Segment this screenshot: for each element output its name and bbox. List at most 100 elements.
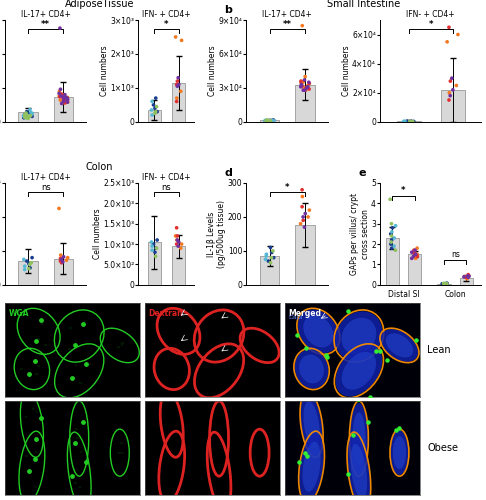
Point bbox=[20, 256, 28, 264]
Point bbox=[301, 210, 309, 218]
Point bbox=[304, 82, 312, 90]
Text: **: ** bbox=[283, 20, 292, 28]
Point bbox=[32, 336, 40, 344]
Point bbox=[407, 118, 415, 126]
Point bbox=[387, 240, 395, 248]
Point bbox=[148, 106, 156, 114]
Point bbox=[305, 78, 312, 86]
Point bbox=[174, 77, 181, 85]
Point bbox=[25, 112, 33, 120]
Y-axis label: Cell numbers: Cell numbers bbox=[93, 208, 102, 259]
Text: Dapi: Dapi bbox=[289, 316, 303, 320]
Point bbox=[82, 458, 90, 466]
Point bbox=[392, 222, 399, 230]
Point bbox=[349, 431, 357, 439]
Point bbox=[411, 246, 419, 254]
Point bbox=[27, 112, 35, 120]
Point bbox=[268, 248, 276, 256]
Point bbox=[23, 111, 31, 119]
Bar bbox=[386, 238, 399, 285]
Point bbox=[413, 244, 421, 252]
Point bbox=[294, 330, 301, 338]
Point bbox=[25, 264, 33, 272]
Point bbox=[178, 240, 186, 248]
Title: IL-17+ CD4+: IL-17+ CD4+ bbox=[21, 10, 70, 19]
Point bbox=[28, 254, 36, 262]
Point bbox=[151, 166, 159, 174]
Point bbox=[305, 80, 313, 88]
Point bbox=[452, 82, 460, 90]
Point bbox=[173, 224, 180, 232]
Point bbox=[267, 259, 275, 267]
Title: IL-17+ CD4+: IL-17+ CD4+ bbox=[262, 10, 312, 19]
Point bbox=[440, 280, 448, 288]
Text: Small Intestine: Small Intestine bbox=[327, 0, 400, 9]
Point bbox=[152, 108, 159, 116]
Point bbox=[388, 232, 396, 240]
Point bbox=[388, 228, 396, 236]
Point bbox=[64, 98, 71, 106]
Point bbox=[173, 236, 181, 244]
Point bbox=[62, 94, 70, 102]
Point bbox=[60, 253, 68, 261]
Point bbox=[28, 110, 36, 118]
Point bbox=[57, 251, 65, 259]
Point bbox=[71, 440, 79, 448]
Point bbox=[262, 116, 270, 124]
Point bbox=[61, 99, 69, 107]
Point bbox=[22, 114, 30, 122]
Point bbox=[263, 116, 271, 124]
Ellipse shape bbox=[342, 318, 376, 354]
Point bbox=[301, 86, 309, 94]
Ellipse shape bbox=[352, 412, 365, 465]
Point bbox=[21, 266, 29, 274]
Point bbox=[59, 98, 67, 106]
Point bbox=[388, 244, 396, 252]
Point bbox=[354, 396, 362, 404]
Point bbox=[301, 86, 309, 94]
Point bbox=[399, 118, 407, 126]
Point bbox=[392, 246, 399, 254]
Point bbox=[267, 117, 275, 125]
Point bbox=[69, 472, 76, 480]
Point bbox=[25, 370, 33, 378]
Ellipse shape bbox=[299, 433, 324, 500]
Point bbox=[441, 280, 449, 288]
Point bbox=[21, 110, 29, 118]
Point bbox=[27, 259, 35, 267]
Point bbox=[322, 350, 330, 358]
Point bbox=[264, 116, 272, 124]
Point bbox=[26, 106, 34, 114]
Point bbox=[174, 82, 181, 90]
Point bbox=[64, 94, 71, 102]
Point bbox=[175, 238, 183, 246]
Point bbox=[63, 256, 70, 264]
Point bbox=[464, 274, 471, 281]
Point bbox=[301, 72, 309, 80]
Point bbox=[58, 259, 66, 267]
Point bbox=[262, 116, 270, 124]
Point bbox=[148, 246, 156, 254]
Bar bbox=[440, 90, 465, 122]
Point bbox=[410, 252, 417, 260]
Point bbox=[440, 280, 448, 287]
Point bbox=[460, 273, 468, 281]
Point bbox=[21, 113, 29, 121]
Point bbox=[268, 117, 276, 125]
Point bbox=[297, 77, 305, 85]
Point bbox=[262, 252, 270, 260]
Point bbox=[297, 220, 305, 228]
Bar bbox=[260, 120, 279, 122]
Point bbox=[300, 223, 308, 231]
Point bbox=[63, 94, 71, 102]
Bar bbox=[408, 254, 421, 285]
Ellipse shape bbox=[386, 334, 413, 357]
Point bbox=[153, 236, 161, 244]
Point bbox=[23, 257, 31, 265]
Point bbox=[304, 83, 312, 91]
Point bbox=[298, 202, 306, 210]
Ellipse shape bbox=[299, 354, 324, 384]
Point bbox=[173, 240, 180, 248]
Text: Obese: Obese bbox=[427, 443, 458, 453]
Point bbox=[60, 99, 68, 107]
